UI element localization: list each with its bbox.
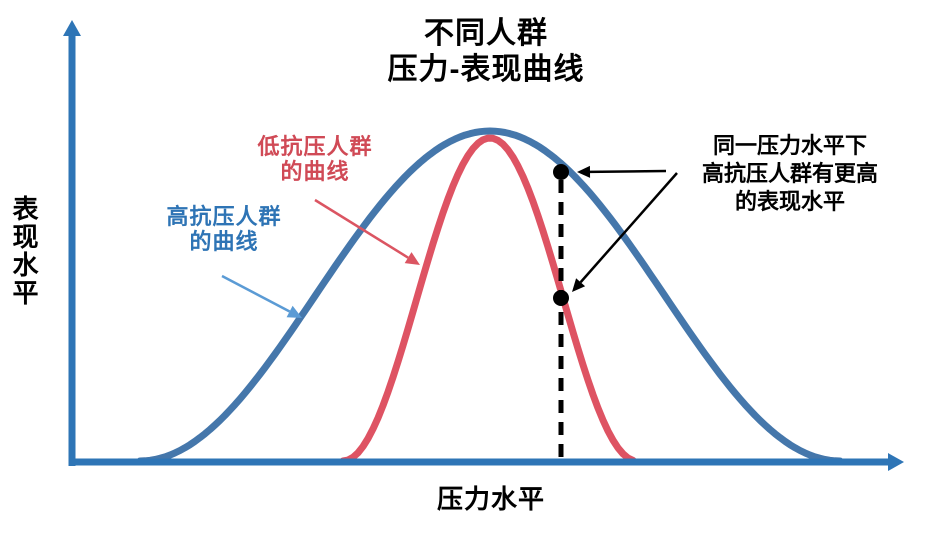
annotation-arrow-top-head [577,165,591,178]
dot-on-blue-curve [553,164,569,180]
annotation-line3: 的表现水平 [734,189,845,214]
low-resilience-curve-label: 低抗压人群 的曲线 [235,134,395,184]
low-resilience-label-line2: 的曲线 [280,159,350,184]
dot-on-red-curve [553,290,569,306]
annotation-text: 同一压力水平下 高抗压人群有更高 的表现水平 [688,132,892,216]
red-label-arrow-line [314,198,409,259]
blue-label-arrow-line [221,274,291,313]
x-axis-head [888,453,904,471]
low-resilience-label-line1: 低抗压人群 [257,134,373,159]
chart-title-line2: 压力-表现曲线 [387,53,585,86]
high-resilience-label-line1: 高抗压人群 [166,204,282,229]
x-axis-label: 压力水平 [436,484,545,514]
annotation-line1: 同一压力水平下 [712,133,867,158]
annotation-arrow-top-line [589,169,667,174]
annotation-arrow-bottom-head [572,278,586,292]
chart-title-line1: 不同人群 [424,17,548,50]
high-resilience-label-line2: 的曲线 [189,229,259,254]
red-label-arrow-head [404,252,420,265]
y-axis-head [63,20,81,36]
high-resilience-curve [136,127,844,465]
low-resilience-curve [339,134,637,465]
y-axis-label: 表现水平 [9,195,39,307]
annotation-arrow-bottom-line [579,172,678,284]
blue-label-arrow-head [286,305,302,318]
chart-title: 不同人群 压力-表现曲线 [286,16,686,88]
high-resilience-curve-label: 高抗压人群 的曲线 [144,204,304,254]
annotation-line2: 高抗压人群有更高 [701,161,878,186]
